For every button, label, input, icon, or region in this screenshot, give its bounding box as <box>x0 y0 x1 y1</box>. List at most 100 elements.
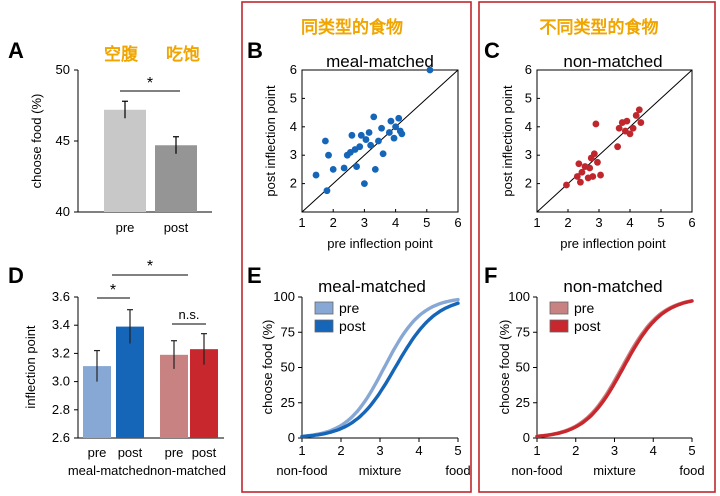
panel-a-bar-pre <box>104 109 146 212</box>
panel-d-ytick-label: 3.4 <box>52 317 70 332</box>
panel-b-plot-box <box>301 69 459 213</box>
panel-b-scatter: meal-matched post inflection point pre i… <box>263 52 462 251</box>
panel-d-bar-meal-post <box>116 326 144 438</box>
panel-a-ylabel: choose food (%) <box>29 94 44 189</box>
panel-e-curve-post <box>300 301 460 439</box>
panel-d-ylabel: inflection point <box>23 325 38 408</box>
panel-c-point <box>590 150 598 158</box>
panel-label-f: F <box>484 263 497 288</box>
panel-c-point <box>577 178 584 186</box>
panel-b-point <box>375 137 382 145</box>
panel-c-point <box>592 120 600 128</box>
panel-d-ytick-label: 3.2 <box>52 345 70 360</box>
panel-b-point <box>365 129 373 136</box>
panel-c-ytick-label: 5 <box>525 90 532 105</box>
panel-e-title: meal-matched <box>318 277 426 296</box>
panel-c-point <box>586 164 594 172</box>
panel-b-point <box>329 166 337 173</box>
panel-b-point <box>353 163 360 170</box>
panel-b-ytick-label: 3 <box>290 147 297 162</box>
panel-b-xtick-label: 5 <box>423 215 430 230</box>
panel-a-title-fasting: 空腹 <box>104 44 139 64</box>
panel-f-legend-swatch-pre <box>549 301 569 315</box>
panel-e-category-label: food <box>445 463 470 478</box>
panel-e-legend-label: pre <box>339 300 359 316</box>
panel-c-xtick-label: 1 <box>533 215 540 230</box>
panel-f-legend-swatch-post <box>549 319 569 333</box>
panel-f-ytick-label: 25 <box>516 395 530 410</box>
panel-c-point <box>637 119 645 126</box>
panel-e-xtick-label: 1 <box>298 443 305 458</box>
panel-b-point <box>385 129 393 136</box>
panel-c-xlabel: pre inflection point <box>560 236 666 251</box>
panel-a-bar-post <box>155 145 197 212</box>
panel-e-ytick-label: 0 <box>288 430 295 445</box>
panel-c-point <box>563 181 570 189</box>
panel-b-point <box>398 130 406 138</box>
panel-b-point <box>392 123 399 131</box>
panel-a-bar-chart: 空腹 吃饱 choose food (%) 40 45 50 pre post * <box>29 44 212 235</box>
panel-b-point <box>323 187 331 195</box>
panel-b-ytick-label: 5 <box>290 90 297 105</box>
panel-f-ytick-label: 0 <box>523 430 530 445</box>
panel-c-point <box>623 117 631 125</box>
panel-d-significance-mark: * <box>147 258 153 275</box>
panel-f-xtick-label: 5 <box>688 443 695 458</box>
panel-c-xtick-label: 6 <box>688 215 695 230</box>
panel-e-xtick-label: 5 <box>454 443 461 458</box>
panel-d-xtick-label: pre <box>165 445 184 460</box>
panel-f-category-label: non-food <box>511 463 562 478</box>
panel-e-ytick-label: 100 <box>273 289 295 304</box>
panel-c-point <box>629 124 637 132</box>
panel-a-ytick-label: 45 <box>56 133 70 148</box>
panel-b-xtick-label: 2 <box>330 215 337 230</box>
panel-f-curve-post <box>535 299 694 439</box>
panel-b-point <box>356 143 364 151</box>
panel-c-point <box>626 130 634 138</box>
panel-c-point <box>575 160 583 168</box>
panel-label-d: D <box>8 263 24 288</box>
panel-b-xtick-label: 6 <box>454 215 461 230</box>
panel-b-point <box>387 117 395 125</box>
panel-f-xtick-label: 4 <box>650 443 657 458</box>
panel-c-point <box>578 168 586 176</box>
panel-e-line-chart: meal-matched choose food (%) 02550751001… <box>260 277 471 478</box>
panel-b-point <box>390 134 398 142</box>
panel-e-legend-swatch-pre <box>314 301 334 315</box>
panel-f-ytick-label: 50 <box>516 360 530 375</box>
panel-b-point <box>322 137 329 145</box>
panel-b-xtick-label: 4 <box>392 215 399 230</box>
panel-e-ylabel: choose food (%) <box>260 320 275 415</box>
panel-c-xtick-label: 2 <box>564 215 571 230</box>
panel-b-point <box>348 131 356 139</box>
panel-c-xtick-label: 5 <box>657 215 664 230</box>
panel-c-title: non-matched <box>563 52 662 71</box>
nonmatched-header: 不同类型的食物 <box>540 17 659 37</box>
panel-b-ytick-label: 6 <box>290 62 297 77</box>
panel-e-category-label: non-food <box>276 463 327 478</box>
panel-c-point <box>635 106 643 114</box>
panel-b-point <box>340 164 348 172</box>
panel-e-xtick-label: 2 <box>337 443 344 458</box>
panel-c-ylabel: post inflection point <box>500 85 515 197</box>
panel-b-xtick-label: 1 <box>298 215 305 230</box>
panel-f-title: non-matched <box>563 277 662 296</box>
panel-b-point <box>370 113 378 121</box>
panel-c-point <box>615 124 623 132</box>
panel-c-point <box>632 112 640 119</box>
panel-f-xtick-label: 1 <box>533 443 540 458</box>
panel-c-ytick-label: 4 <box>525 119 532 134</box>
nonmatched-frame <box>478 1 716 493</box>
panel-d-significance-mark: n.s. <box>179 307 200 322</box>
panel-d-ytick-label: 3.0 <box>52 374 70 389</box>
panel-c-xtick-label: 3 <box>595 215 602 230</box>
panel-b-ytick-label: 4 <box>290 119 297 134</box>
panel-b-point <box>361 180 368 188</box>
panel-c-plot-box <box>536 69 693 213</box>
panel-label-c: C <box>484 38 500 63</box>
panel-c-point <box>589 173 597 180</box>
panel-d-group-label-meal: meal-matched <box>68 463 150 478</box>
panel-c-identity-line <box>536 69 693 213</box>
